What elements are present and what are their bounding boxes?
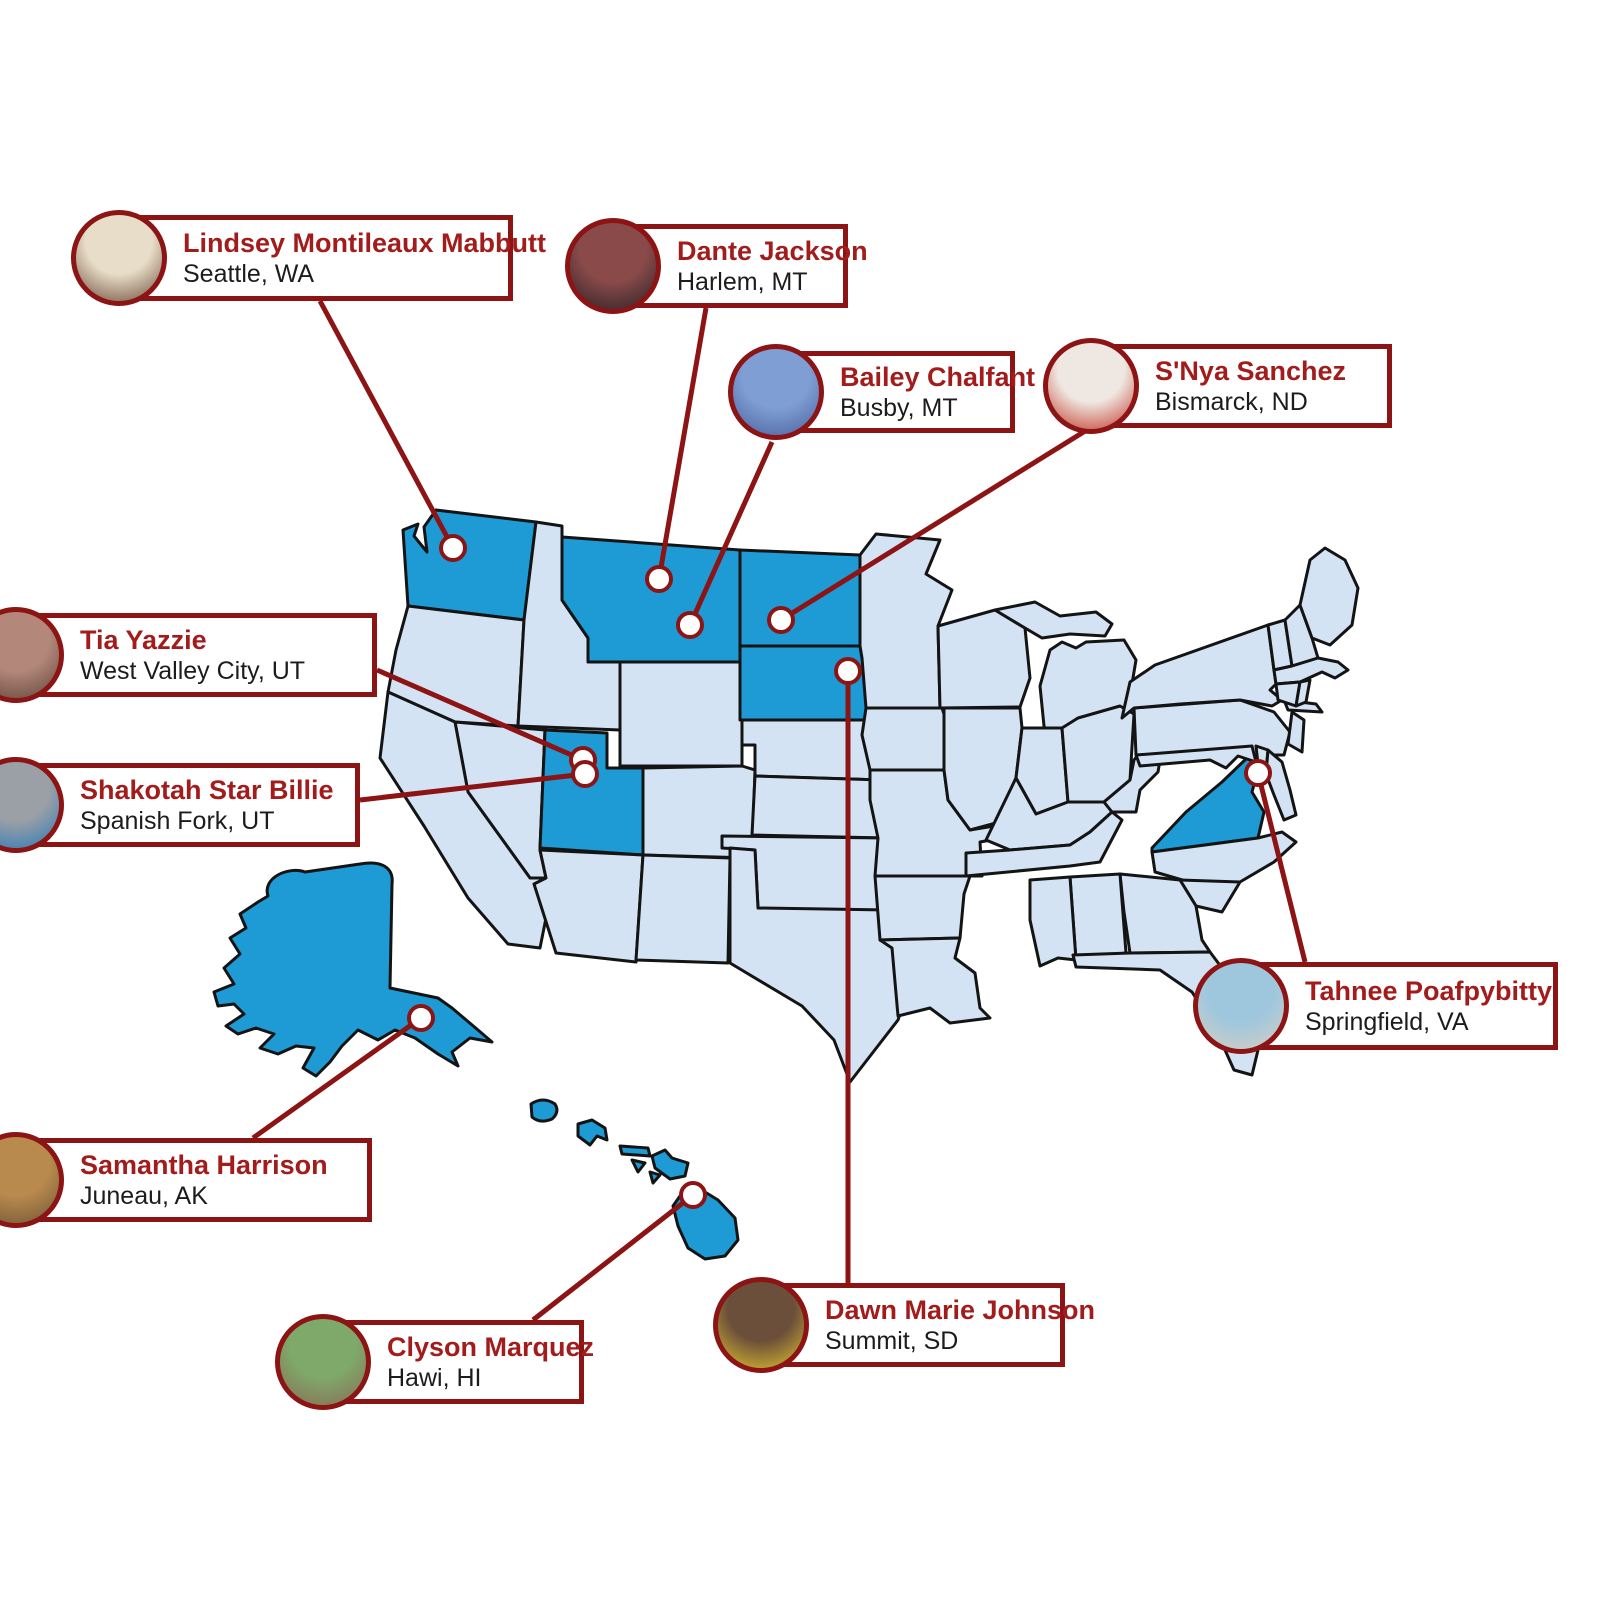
person-card-tia-yazzie: Tia Yazzie West Valley City, UT — [0, 607, 377, 703]
state-ar — [873, 874, 972, 942]
state-wy — [618, 660, 744, 768]
state-tn — [964, 810, 1124, 878]
map-marker-busby-mt — [676, 611, 704, 639]
person-name: Bailey Chalfant — [840, 361, 1036, 392]
profile-photo — [0, 757, 64, 853]
state-al — [1068, 872, 1128, 966]
map-marker-spanish-fork-ut — [571, 760, 599, 788]
state-nj — [1286, 710, 1306, 754]
state-ks — [750, 774, 887, 840]
person-name: Samantha Harrison — [80, 1149, 328, 1180]
state-pa — [1132, 698, 1292, 757]
person-name: S'Nya Sanchez — [1155, 355, 1347, 386]
map-marker-bismarck-nd — [767, 606, 795, 634]
person-location: Summit, SD — [825, 1326, 959, 1355]
person-location: Springfield, VA — [1305, 1007, 1469, 1036]
map-marker-harlem-mt — [645, 565, 673, 593]
markers-layer — [407, 534, 1272, 1209]
person-location: Spanish Fork, UT — [80, 806, 275, 835]
profile-photo — [0, 607, 64, 703]
map-marker-summit-sd — [834, 657, 862, 685]
person-name: Tia Yazzie — [80, 624, 207, 655]
person-card-lindsey-montileaux-mabbutt: Lindsey Montileaux Mabbutt Seattle, WA — [71, 210, 547, 306]
state-la — [878, 936, 992, 1025]
person-location: Busby, MT — [840, 393, 958, 422]
state-ia — [860, 706, 952, 772]
person-card-samantha-harrison: Samantha Harrison Juneau, AK — [0, 1132, 372, 1228]
map-marker-juneau-ak — [407, 1004, 435, 1032]
state-me — [1298, 546, 1360, 647]
person-card-dawn-marie-johnson: Dawn Marie Johnson Summit, SD — [713, 1277, 1096, 1373]
connector-line-juneau — [251, 1015, 423, 1141]
state-az — [532, 848, 645, 964]
profile-photo — [1043, 338, 1139, 434]
profile-photo — [275, 1314, 371, 1410]
state-ny — [1120, 623, 1284, 720]
connector-line-hawi — [531, 1193, 695, 1322]
state-ca — [378, 690, 550, 950]
connector-line-busby — [687, 440, 775, 627]
person-card-snya-sanchez: S'Nya Sanchez Bismarck, ND — [1043, 338, 1392, 434]
state-ak — [212, 861, 494, 1078]
connector-line-bismarck — [779, 425, 1092, 623]
connector-line-seattle — [317, 299, 456, 550]
person-card-shakotah-star-billie: Shakotah Star Billie Spanish Fork, UT — [0, 757, 360, 853]
person-location: Bismarck, ND — [1155, 387, 1308, 416]
map-marker-hawi-hi — [679, 1181, 707, 1209]
person-card-bailey-chalfant: Bailey Chalfant Busby, MT — [728, 344, 1036, 440]
state-md — [1134, 744, 1258, 770]
connector-line-spanish-fork — [359, 771, 586, 803]
person-card-clyson-marquez: Clyson Marquez Hawi, HI — [275, 1314, 595, 1410]
person-name: Clyson Marquez — [387, 1331, 595, 1362]
profile-photo — [0, 1132, 64, 1228]
person-card-tahnee-poafpybitty: Tahnee Poafpybitty Springfield, VA — [1193, 958, 1558, 1054]
state-ri — [1294, 678, 1312, 708]
state-nm — [634, 853, 732, 965]
person-name: Dante Jackson — [677, 235, 868, 266]
person-name: Tahnee Poafpybitty — [1305, 975, 1553, 1006]
person-name: Shakotah Star Billie — [80, 774, 334, 805]
connector-line-west-valley-city — [375, 667, 585, 763]
state-wa — [401, 508, 538, 622]
state-ne — [740, 718, 884, 782]
person-location: Harlem, MT — [677, 267, 808, 296]
state-nd — [738, 548, 862, 648]
person-card-dante-jackson: Dante Jackson Harlem, MT — [565, 218, 868, 314]
map-marker-springfield-va — [1244, 759, 1272, 787]
person-location: West Valley City, UT — [80, 656, 306, 685]
person-name: Lindsey Montileaux Mabbutt — [183, 227, 547, 258]
map-marker-seattle-wa — [439, 534, 467, 562]
connector-line-harlem — [656, 307, 709, 580]
state-nc — [1150, 830, 1298, 886]
profile-photo — [71, 210, 167, 306]
state-ms — [1028, 875, 1078, 968]
person-name: Dawn Marie Johnson — [825, 1294, 1096, 1325]
state-mt — [560, 535, 742, 664]
profile-photo — [1193, 958, 1289, 1054]
state-wi — [936, 608, 1032, 710]
profile-photo — [565, 218, 661, 314]
connector-line-springfield — [1255, 772, 1308, 963]
state-hi — [529, 1098, 740, 1261]
state-nh — [1283, 603, 1320, 668]
state-ga — [1118, 872, 1212, 955]
connector-lines-layer — [251, 299, 1308, 1322]
person-location: Seattle, WA — [183, 259, 315, 288]
profile-photo — [713, 1277, 809, 1373]
profile-photo — [728, 344, 824, 440]
person-location: Juneau, AK — [80, 1181, 208, 1210]
state-delmarva-peninsula — [1264, 748, 1298, 822]
person-location: Hawi, HI — [387, 1363, 482, 1392]
